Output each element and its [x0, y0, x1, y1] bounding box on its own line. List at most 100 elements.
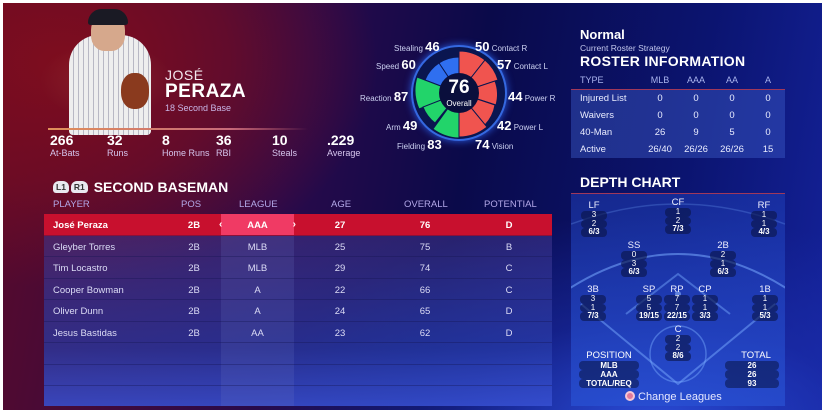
stat-value: 266	[50, 132, 74, 148]
player-first-name: JOSÉ	[165, 67, 204, 83]
depth-position-ss[interactable]: SS 0 3 6/3	[616, 241, 652, 277]
cell: 0	[657, 93, 663, 104]
roster-strategy-label: Current Roster Strategy	[580, 43, 670, 53]
depth-position-c[interactable]: C 2 2 8/6	[660, 325, 696, 361]
column-header-age[interactable]: AGE	[331, 199, 352, 210]
rating-fielding: Fielding 83	[397, 137, 442, 152]
depth-mlb: 1	[665, 207, 691, 217]
column-header-overall[interactable]: OVERALL	[404, 199, 448, 210]
position-title: SECOND BASEMAN	[93, 179, 229, 195]
position-label: RP	[670, 284, 684, 295]
table-row[interactable]: Tim Locastro 2B MLB 29 74 C	[44, 257, 552, 279]
table-row-selected[interactable]: José Peraza 2B ‹ AAA › 27 76 D	[44, 214, 552, 236]
table-row[interactable]: Jesus Bastidas 2B AA 23 62 D	[44, 322, 552, 343]
overall-value: 76	[448, 77, 470, 98]
player-name: Tim Locastro	[53, 263, 108, 274]
overall-label: Overall	[446, 99, 472, 108]
depth-aaa: 1	[752, 303, 778, 312]
table-row[interactable]: Oliver Dunn 2B A 24 65 D	[44, 300, 552, 322]
column-header-pos[interactable]: POS	[181, 199, 202, 210]
chevron-left-icon[interactable]: ‹	[219, 219, 223, 230]
depth-total: 6/3	[621, 267, 647, 277]
table-row[interactable]: Gleyber Torres 2B MLB 25 75 B	[44, 236, 552, 257]
depth-position-1b[interactable]: 1B 1 1 5/3	[747, 285, 783, 321]
rating-label: Contact L	[513, 62, 548, 71]
depth-mlb: 2	[710, 250, 736, 260]
rating-label: Fielding	[397, 142, 426, 151]
league-cell: A	[221, 279, 294, 300]
rating-value: 44	[508, 89, 523, 104]
position-section-title: L1 R1 SECOND BASEMAN	[53, 179, 228, 195]
cell: 0	[765, 127, 771, 138]
cell: 26/26	[720, 144, 744, 155]
stat-divider	[48, 128, 308, 130]
depth-aaa: 1	[692, 303, 718, 312]
league-cell: MLB	[221, 257, 294, 278]
table-row[interactable]: Cooper Bowman 2B A 22 66 C	[44, 279, 552, 300]
league-selector[interactable]: ‹ AAA ›	[219, 214, 296, 235]
rating-label: Power L	[513, 123, 544, 132]
player-glove	[121, 73, 149, 109]
player-age: 24	[334, 306, 346, 317]
season-stats: 266 At-Bats 32 Runs 8 Home Runs 36 RBI 1…	[48, 133, 378, 163]
change-leagues-button[interactable]: Change Leagues	[625, 391, 722, 403]
column-header: MLB	[650, 75, 670, 85]
stat-at-bats: 266 At-Bats	[50, 133, 80, 159]
cell: 26/40	[648, 144, 672, 155]
depth-position-rp[interactable]: RP 7 7 22/15	[659, 285, 695, 321]
chevron-right-icon[interactable]: ›	[292, 219, 296, 230]
position-label: 3B	[587, 284, 599, 295]
player-name: Oliver Dunn	[53, 306, 104, 317]
player-overall: 75	[419, 241, 431, 253]
depth-chart-panel: LF 3 2 6/3 CF 1 2 7/3 RF 1 1 4/3 SS 0 3 …	[571, 193, 785, 406]
depth-position-rf[interactable]: RF 1 1 4/3	[746, 201, 782, 237]
player-overall: 65	[419, 306, 431, 317]
column-header: TYPE	[580, 75, 604, 85]
depth-aaa: 5	[636, 303, 662, 312]
cell: 0	[693, 93, 699, 104]
l1-bumper-icon[interactable]: L1	[53, 181, 69, 193]
depth-total: 5/3	[752, 311, 778, 321]
player-pos: 2B	[188, 327, 200, 339]
depth-position-sp[interactable]: SP 5 5 19/15	[631, 285, 667, 321]
roster-info-header: TYPE MLB AAA AA A	[571, 72, 785, 89]
depth-position-lf[interactable]: LF 3 2 6/3	[576, 201, 612, 237]
depth-position-cp[interactable]: CP 1 1 3/3	[687, 285, 723, 321]
depth-total: 19/15	[636, 311, 662, 321]
cell: 0	[765, 110, 771, 121]
roster-row-active: Active 26/40 26/26 26/26 15	[571, 141, 785, 158]
column-header-potential[interactable]: POTENTIAL	[484, 199, 537, 210]
depth-mlb: 1	[752, 294, 778, 304]
row-label: Waivers	[580, 110, 614, 121]
depth-aaa: 2	[665, 343, 691, 352]
stat-runs: 32 Runs	[107, 133, 128, 159]
column-header-player[interactable]: PLAYER	[53, 199, 90, 210]
player-overall: 66	[419, 284, 431, 296]
rating-value: 50	[475, 39, 490, 54]
rating-value: 46	[425, 39, 440, 54]
stat-label: Runs	[107, 148, 129, 158]
depth-total: 6/3	[581, 227, 607, 237]
cell: 0	[729, 93, 735, 104]
rating-label: Vision	[491, 142, 514, 151]
depth-position-3b[interactable]: 3B 3 1 7/3	[575, 285, 611, 321]
stat-label: RBI	[216, 148, 232, 158]
player-overall: 76	[419, 220, 431, 231]
depth-aaa: 2	[581, 219, 607, 228]
player-age: 27	[334, 220, 346, 231]
rating-label: Power R	[524, 94, 556, 103]
cell: 0	[657, 110, 663, 121]
rating-label: Speed	[376, 62, 400, 71]
roster-info-body: Injured List 0 0 0 0 Waivers 0 0 0 0 40-…	[571, 89, 785, 158]
depth-position-cf[interactable]: CF 1 2 7/3	[660, 198, 696, 234]
depth-total: 7/3	[665, 224, 691, 234]
column-header-league[interactable]: LEAGUE	[239, 199, 278, 210]
summary-total-req: 93	[725, 379, 779, 388]
r1-bumper-icon[interactable]: R1	[70, 181, 88, 193]
depth-mlb: 0	[621, 250, 647, 260]
column-header: AA	[725, 75, 738, 85]
stat-label: Steals	[272, 148, 298, 158]
depth-position-2b[interactable]: 2B 2 1 6/3	[705, 241, 741, 277]
rating-contact-l: 57 Contact L	[497, 57, 548, 72]
player-name: José Peraza	[53, 220, 108, 231]
